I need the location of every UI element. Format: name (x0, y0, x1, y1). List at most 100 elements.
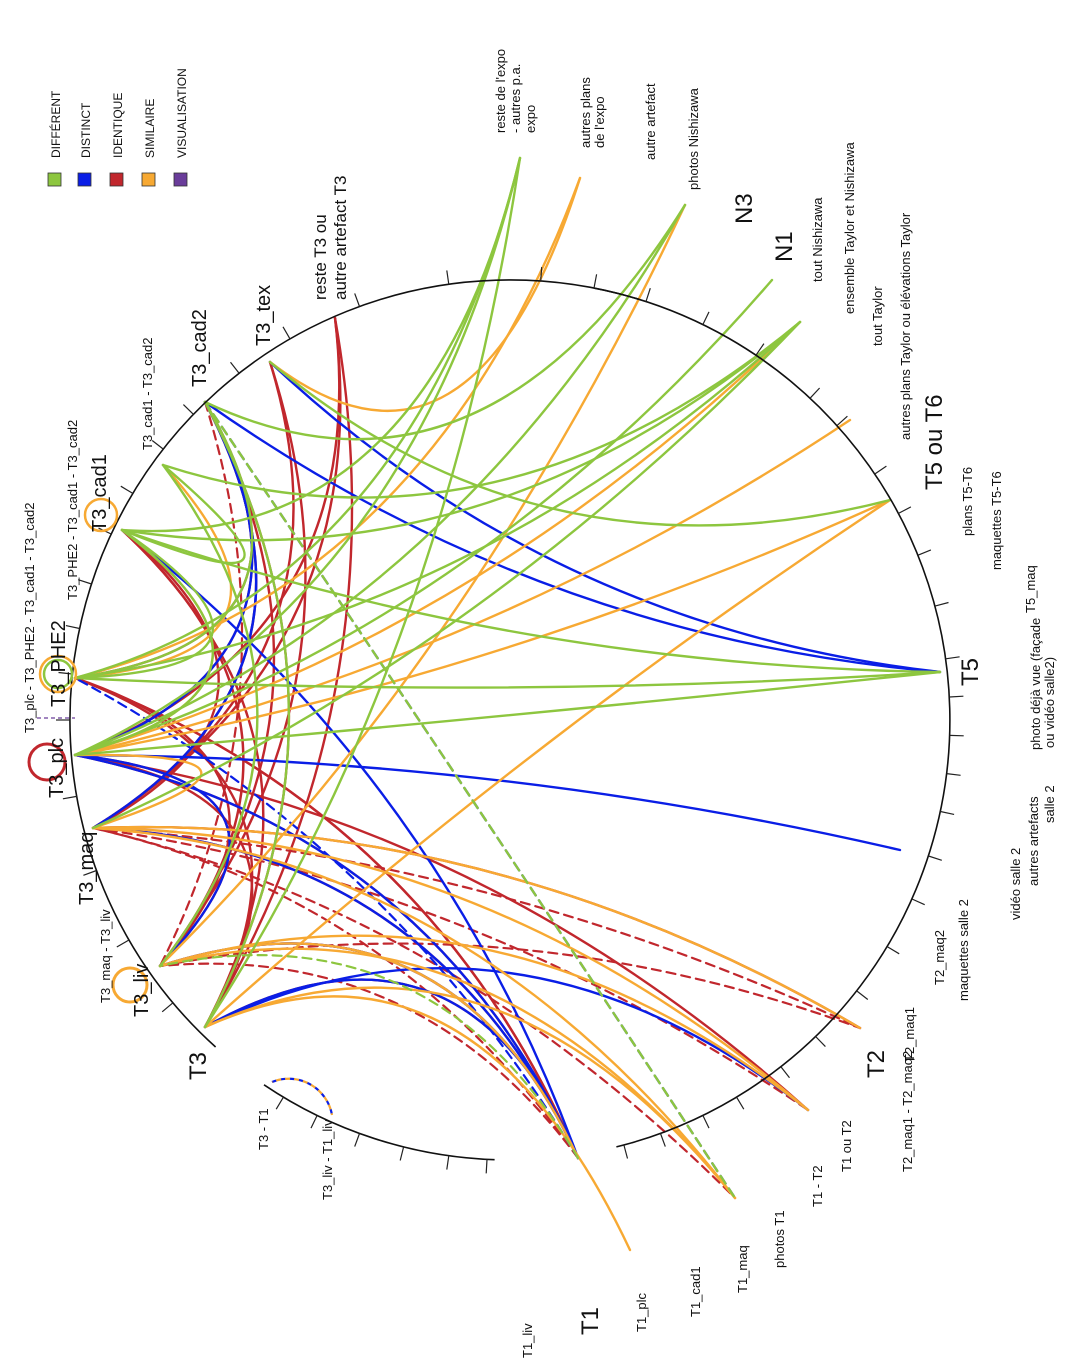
tick-mark (485, 1159, 488, 1174)
chord-link (203, 967, 810, 1112)
tick-mark (230, 361, 240, 374)
chord-link (73, 676, 580, 1160)
label-T3-PHE2-cad1-cad2: T3_PHE2 - T3_cad1 - T3_cad2 (65, 420, 80, 600)
chord-link (73, 278, 774, 757)
chord-link (73, 176, 582, 680)
chord-link (91, 826, 737, 1200)
chord-link (73, 753, 902, 852)
tick-mark (161, 1002, 174, 1013)
tick-mark (446, 270, 450, 285)
legend-label: DISTINCT (79, 102, 93, 158)
self-loops (27, 497, 334, 1116)
legend-item-distinct: DISTINCT (77, 102, 93, 187)
legend-item-identique: IDENTIQUE (109, 93, 125, 187)
tick-mark (836, 415, 848, 427)
label-reste-expo-2: - autres p.a. (508, 64, 523, 133)
chord-link (91, 826, 810, 1112)
label-reste-T3-2: autre artefact T3 (331, 176, 350, 300)
chord-link (161, 320, 802, 499)
tick-mark (874, 465, 887, 475)
chord-link (158, 360, 307, 968)
tick-mark (755, 343, 765, 356)
chord-link (73, 156, 522, 757)
legend-label: IDENTIQUE (111, 93, 125, 158)
chord-link (120, 528, 942, 674)
label-photo-deja-vue: photo déjà vue (façade (1028, 618, 1043, 750)
chord-link (73, 753, 580, 1160)
label-T2-maq1-T2-maq2: T2_maq1 - T2_maq2 (900, 1051, 915, 1172)
group-labels: T1 T3 T5 T2 T5 ou T6 N1 N3 T3_plc T3_PHE… (46, 193, 984, 1335)
legend-swatch (173, 172, 188, 187)
chord-link (73, 320, 802, 680)
chord-link (268, 360, 892, 527)
label-autres-plans-2: de l'expo (592, 96, 607, 148)
chord-link (203, 203, 687, 441)
chord-link (203, 995, 632, 1252)
chord-link (91, 826, 737, 1200)
label-autres-artefacts: autres artefacts (1026, 796, 1041, 886)
chord-link (268, 176, 582, 413)
tick-mark (399, 1146, 405, 1161)
self-loop-T3-T1 (271, 1077, 334, 1116)
label-T1-ou-T2: T1 ou T2 (839, 1120, 854, 1172)
legend-swatch (47, 172, 62, 187)
chord-link (73, 528, 214, 757)
group-label-T3: T3 (185, 1052, 212, 1080)
tick-mark (702, 311, 710, 325)
legend-item-visualisation: VISUALISATION (173, 68, 189, 187)
label-T3-plc-PHE2-cad1-cad2: T3_plc - T3_PHE2 - T3_cad1 - T3_cad2 (22, 502, 37, 733)
group-label-T3-PHE2: T3_PHE2 (48, 620, 70, 707)
tick-mark (593, 274, 598, 289)
group-label-T3-tex: T3_tex (253, 285, 275, 346)
label-T3-T1: T3 - T1 (256, 1108, 271, 1150)
label-ensemble-taylor: ensemble Taylor et Nishizawa (842, 142, 857, 314)
chord-link (91, 826, 810, 1112)
arc-T1-section (263, 1084, 495, 1161)
chord-link (91, 528, 220, 830)
label-T3-liv-T1-liv: T3_liv - T1_liv (320, 1119, 335, 1200)
self-loop-T3-cad1 (83, 497, 119, 533)
tick-mark (949, 695, 964, 698)
label-reste-expo-3: expo (523, 105, 538, 133)
label-T1-maq: T1_maq (735, 1245, 750, 1293)
label-autres-plans: autres plans (578, 77, 593, 148)
self-loop-T3-liv (111, 966, 149, 1004)
chord-link (203, 400, 737, 1200)
tick-mark (275, 1096, 284, 1110)
tick-mark (898, 506, 912, 514)
tick-mark (911, 898, 925, 906)
chord-link (73, 320, 802, 757)
group-label-T2: T2 (863, 1050, 890, 1078)
chord-link (73, 753, 231, 968)
tick-mark (886, 946, 900, 955)
tick-mark (446, 1155, 450, 1170)
chord-link (73, 670, 942, 689)
tick-mark (83, 869, 97, 876)
tick-mark (809, 387, 821, 399)
group-label-N3: N3 (731, 193, 758, 224)
tick-mark (659, 1133, 666, 1147)
chord-link (91, 826, 862, 1030)
tick-mark (702, 1115, 710, 1129)
tick-mark (856, 990, 869, 1000)
label-maquettes-salle2: maquettes salle 2 (956, 899, 971, 1001)
label-T2-maq2: T2_maq2 (932, 930, 947, 985)
group-label-N1: N1 (771, 231, 798, 262)
chord-link (91, 826, 580, 1160)
tick-mark (182, 404, 194, 415)
tick-mark (62, 795, 77, 800)
category-labels: T1_liv T1_plc T1_cad1 T1_maq photos T1 T… (22, 49, 1057, 1358)
self-loop-T3-plc (27, 742, 67, 782)
label-photos-T1: photos T1 (772, 1210, 787, 1268)
tick-mark (58, 671, 73, 675)
tick-mark (354, 1133, 361, 1147)
chord-link (73, 676, 580, 1160)
arc-right-section (593, 287, 951, 1148)
legend-item-different: DIFFÉRENT (47, 90, 63, 187)
group-label-T3-plc: T3_plc (46, 738, 68, 798)
chord-link (91, 825, 862, 1030)
chord-link (158, 942, 862, 1030)
chord-link (120, 463, 246, 565)
self-loop-T3-PHE2-inner (42, 658, 74, 690)
